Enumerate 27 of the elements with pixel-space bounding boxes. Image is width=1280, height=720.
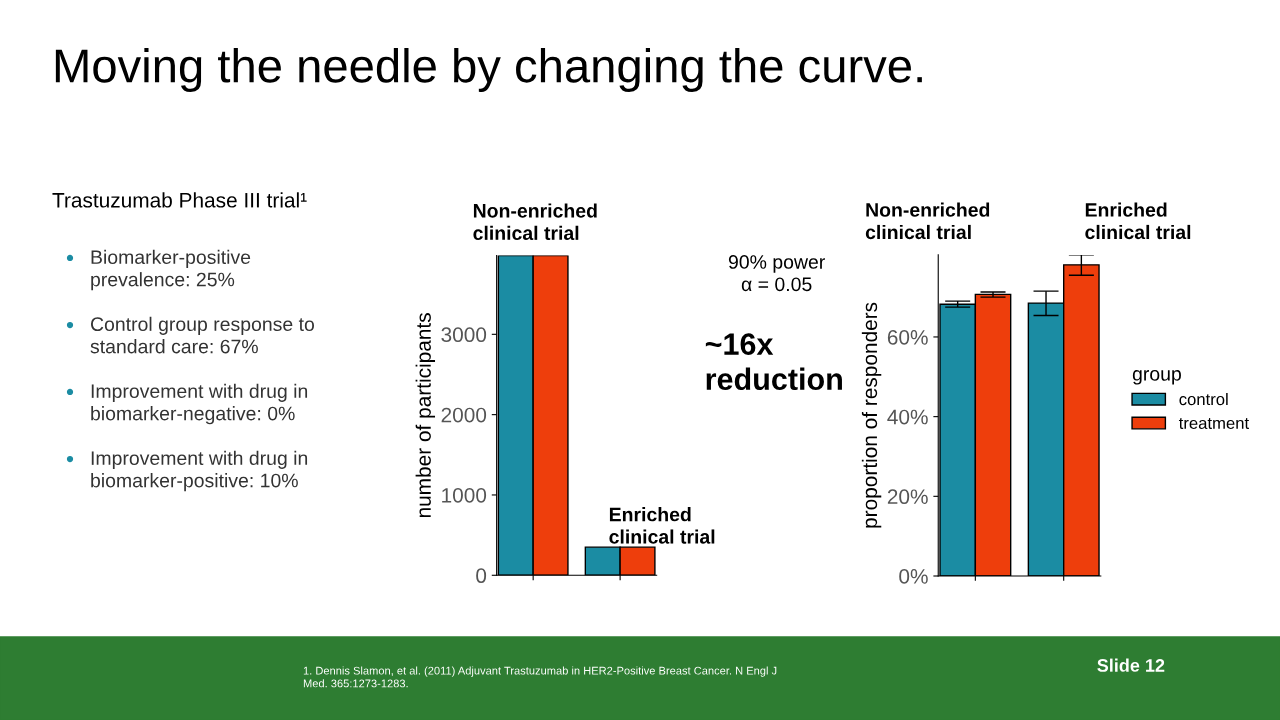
text: 1. Dennis Slamon, et al. (2011) Adjuvant Trastuzumab in HER2-Positive Breast Cancer. N Engl J Med. 365:1273-1283. [303,666,777,688]
text: Improvement with drug in biomarker-positive: 10% [91,450,308,492]
text: 90% power α = 0.05 [728,255,825,292]
y-tick-label: 3000 [441,327,487,343]
y-tick-label: 0% [899,569,928,584]
text: Control group response to standard care: 67% [90,316,315,354]
y-tick-label: 60% [887,329,928,345]
legend-title: group [1132,370,1181,385]
y-tick-label: 2000 [441,407,487,423]
text: Slide 12 [1097,658,1165,672]
y-axis-title: proportion of responders [861,302,882,528]
text: Biomarker-positive prevalence: 25% [91,249,251,291]
text: Non-enriched clinical trial [473,203,597,241]
text: Trastuzumab Phase III trial¹ [52,192,307,208]
text: Improvement with drug in biomarker-negative: 0% [91,383,308,425]
y-tick-label: 1000 [442,487,487,503]
y-tick-label: 0 [476,568,487,584]
text: ~16x reduction [705,333,842,391]
annotation: Enriched clinical trial [609,507,715,544]
y-tick-label: 40% [887,409,928,425]
legend-label: control [1179,392,1228,406]
text: Moving the needle by changing the curve. [55,47,922,93]
y-tick-label: 20% [887,489,928,505]
y-axis-title: number of participants [415,313,436,518]
legend-label: treatment [1178,418,1249,430]
text: Enriched clinical trial [1085,202,1191,240]
text: Non-enriched clinical trial [865,202,990,240]
